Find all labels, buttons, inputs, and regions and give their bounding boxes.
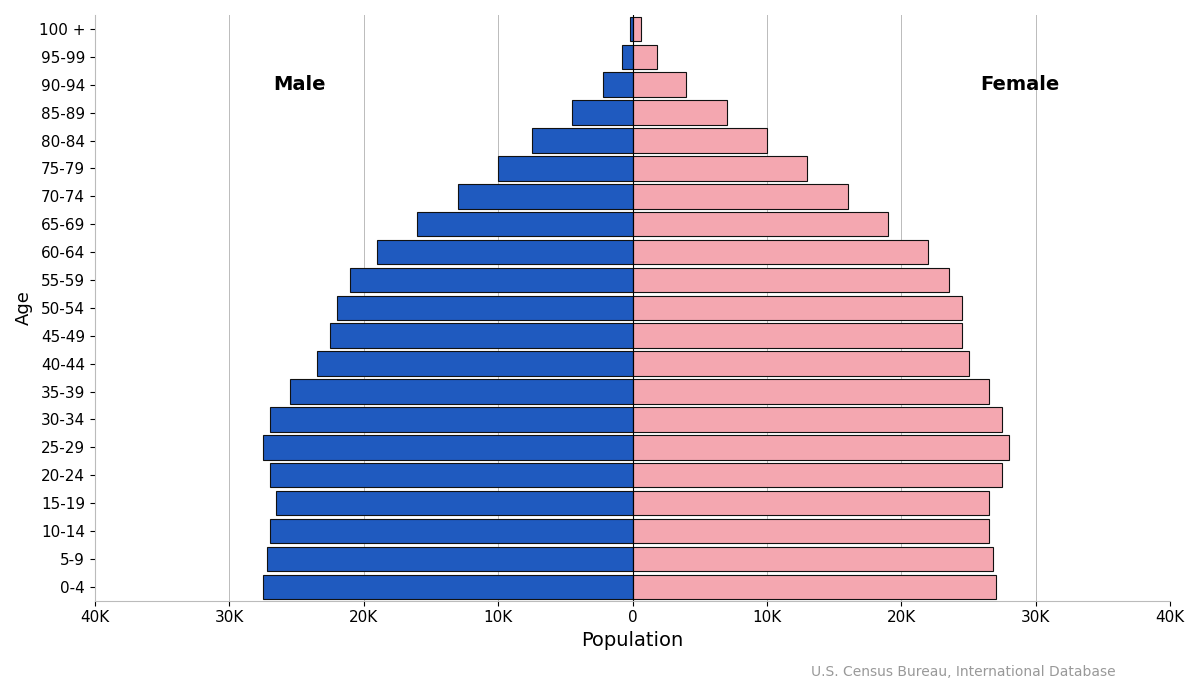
Bar xyxy=(622,45,632,69)
Bar xyxy=(632,435,1009,460)
Bar xyxy=(632,547,992,571)
Bar xyxy=(317,351,632,376)
Bar xyxy=(350,267,632,292)
Bar xyxy=(632,491,989,515)
Bar xyxy=(337,295,632,320)
Bar xyxy=(572,100,632,125)
Bar xyxy=(263,575,632,599)
Bar xyxy=(632,351,968,376)
Bar xyxy=(632,407,1002,432)
Bar xyxy=(602,73,632,97)
Bar xyxy=(632,240,929,265)
Text: U.S. Census Bureau, International Database: U.S. Census Bureau, International Databa… xyxy=(811,665,1116,679)
Y-axis label: Age: Age xyxy=(14,290,32,326)
Bar xyxy=(632,463,1002,487)
Bar xyxy=(270,463,632,487)
Bar xyxy=(632,73,686,97)
Bar xyxy=(632,100,727,125)
Bar xyxy=(632,323,962,348)
Bar xyxy=(632,156,808,181)
Bar xyxy=(498,156,632,181)
Bar xyxy=(532,128,632,153)
Bar xyxy=(632,128,767,153)
Bar xyxy=(457,184,632,209)
Bar xyxy=(632,519,989,543)
Bar xyxy=(630,17,632,41)
X-axis label: Population: Population xyxy=(582,631,684,650)
Bar xyxy=(377,240,632,265)
Bar xyxy=(632,45,656,69)
Bar xyxy=(632,17,641,41)
Bar xyxy=(632,379,989,404)
Bar xyxy=(289,379,632,404)
Bar xyxy=(276,491,632,515)
Bar xyxy=(418,212,632,237)
Bar xyxy=(270,407,632,432)
Bar xyxy=(632,267,948,292)
Bar xyxy=(266,547,632,571)
Text: Female: Female xyxy=(980,75,1060,94)
Text: Male: Male xyxy=(272,75,325,94)
Bar xyxy=(632,295,962,320)
Bar xyxy=(330,323,632,348)
Bar xyxy=(270,519,632,543)
Bar xyxy=(263,435,632,460)
Bar xyxy=(632,212,888,237)
Bar xyxy=(632,184,847,209)
Bar xyxy=(632,575,996,599)
